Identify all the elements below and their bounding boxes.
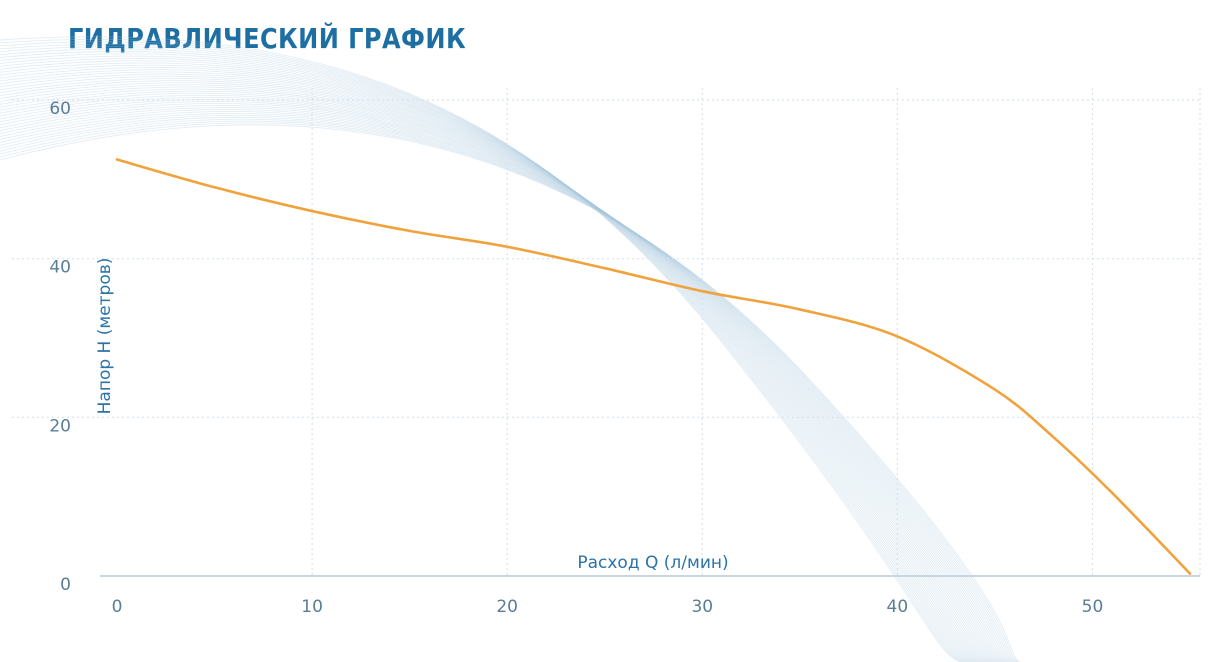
wave-line [0,120,1018,662]
wave-line [0,96,1000,662]
wave-line [0,73,984,662]
wave-line [0,53,971,662]
wave-line [0,55,972,662]
wave-line [0,112,1012,662]
wave-line [0,90,996,662]
y-axis-label: Напор H (метров) [95,258,115,415]
wave-line [0,84,991,662]
y-tick-label: 60 [49,99,71,119]
y-tick-label: 0 [60,575,71,595]
head-flow-curve [115,158,1192,575]
y-tick-label: 20 [49,416,71,436]
wave-line [0,82,990,662]
wave-line [0,106,1008,662]
x-tick-label: 30 [691,597,713,617]
wave-line [0,62,977,662]
wave-line [0,86,993,662]
wave-line [0,41,964,662]
tick-labels: 0 10 20 30 40 50 0 20 40 60 [49,99,1103,617]
y-tick-label: 40 [49,258,71,278]
x-tick-label: 50 [1082,597,1104,617]
wave-line [0,50,969,662]
x-tick-label: 40 [887,597,909,617]
wave-line [0,80,988,662]
wave-line [0,48,968,662]
grid-lines [12,88,1201,576]
wave-line [0,36,961,662]
wave-line [0,75,986,662]
wave-line [0,114,1013,662]
wave-line [0,110,1010,662]
chart-title: ГИДРАВЛИЧЕСКИЙ ГРАФИК [68,22,467,55]
wave-line [0,43,965,662]
wave-line [0,71,983,662]
wave-line [0,124,1021,662]
x-axis-label: Расход Q (л/мин) [577,553,728,573]
wave-line [0,118,1016,662]
x-tick-label: 0 [112,597,123,617]
x-tick-label: 10 [301,597,323,617]
wave-line [0,104,1006,662]
wave-line [0,38,962,662]
wave-line [0,88,994,662]
wave-line [0,67,980,662]
wave-line [0,116,1015,662]
wave-line [0,64,978,662]
wave-line [0,122,1019,662]
wave-line [0,94,999,662]
wave-line [0,108,1009,662]
wave-line [0,99,1002,662]
wave-line [0,69,981,662]
decorative-wave-pattern [0,36,1021,662]
wave-line [0,46,967,662]
x-tick-label: 20 [496,597,518,617]
wave-line [0,77,987,662]
wave-line [0,60,975,662]
wave-line [0,103,1005,662]
wave-line [0,101,1003,662]
wave-line [0,92,997,662]
wave-line [0,57,974,662]
